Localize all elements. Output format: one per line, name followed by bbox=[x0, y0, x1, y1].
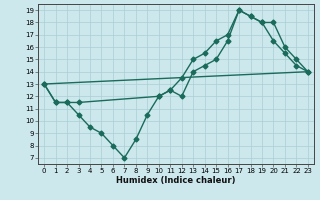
X-axis label: Humidex (Indice chaleur): Humidex (Indice chaleur) bbox=[116, 176, 236, 185]
